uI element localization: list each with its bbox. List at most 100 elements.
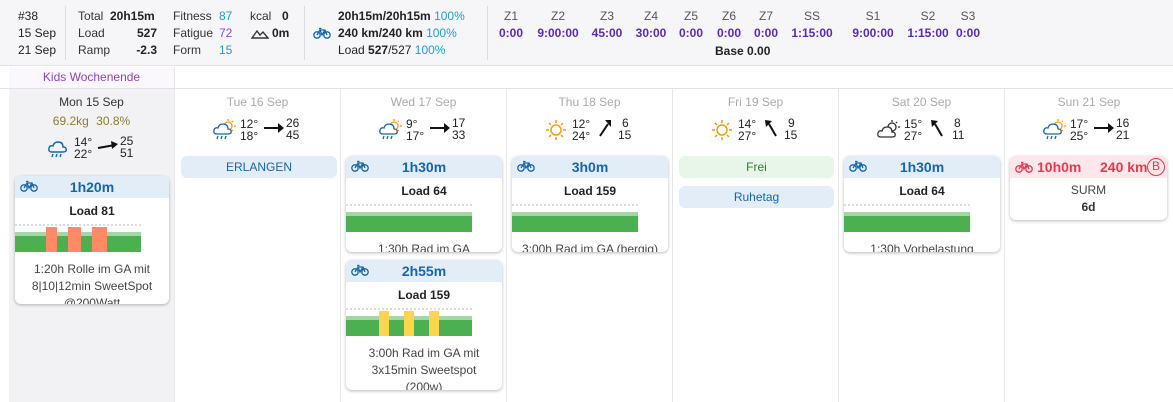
zone-name: Z1 [503,9,518,23]
workout-card[interactable]: 1h30m Load 64 1:30h Rad im GA [346,156,502,252]
wind-arrow-icon [599,120,611,137]
day-name: Sat 20 Sep [891,95,952,109]
workout-load: Load 159 [563,184,617,198]
wind-arrow-icon [264,123,284,133]
day-name: Fri 19 Sep [727,95,784,109]
workout-load: Load 64 [899,184,945,198]
form-value: 15 [219,43,233,57]
temp-low: 15° [904,117,923,131]
temp-high: 27° [738,129,757,143]
workout-description: 1:30h Vorbelastung [870,242,974,252]
fitness-value: 87 [219,9,233,23]
race-duration: 10h0m [1037,159,1082,175]
temp-low: 12° [240,117,259,131]
compliance-load-label: Load [338,43,365,57]
compliance-time: 20h15m/20h15m [338,9,431,23]
race-distance: 240 km [1100,159,1148,175]
zone-name: SS [803,9,820,23]
fat-value: 30.8% [96,114,131,128]
week-end: 21 Sep [18,43,57,57]
compliance-distance: 240 km/240 km [338,26,423,40]
wind-arrow-icon [430,123,450,133]
zone-value: 9:00:00 [852,26,894,40]
fitness-label: Fitness [173,9,212,23]
zone-value: 0:00 [753,26,779,40]
week-summary-header: #38 15 Sep 21 Sep Total 20h15m Load 527 … [0,0,1173,66]
note-frei[interactable]: Frei [679,156,834,178]
temp-high: 27° [904,129,923,143]
weather: 12° 24° 6 15 [507,116,672,150]
day-column-thu[interactable]: Thu 18 Sep 12° 24° 6 15 3h0m Load 159 3:… [507,89,673,402]
day-column-sat[interactable]: Sat 20 Sep 15° 27° 8 11 1h30m Load 64 1 [839,89,1005,402]
workout-card[interactable]: 2h55m Load 159 3:00h Rad im GA mit 3x15m… [346,260,502,390]
sun-icon [712,120,732,140]
wind-gust: 33 [452,128,466,142]
zone-name: Z3 [599,9,614,23]
race-card[interactable]: 10h0m 240 km B SURM 6d [1010,156,1167,220]
zone-name: S2 [920,9,936,23]
zone-value: 1:15:00 [791,26,833,40]
elevation-value: 0m [272,26,290,40]
zone-value: 0:00 [955,26,981,40]
wind-gust: 21 [1116,128,1130,142]
temp-low: 14° [74,135,93,149]
workout-duration: 1h30m [899,159,945,175]
temp-low: 12° [572,117,591,131]
bike-icon [517,160,535,172]
wind-speed: 25 [120,134,134,148]
workout-card[interactable]: 3h0m Load 159 3:00h Rad im GA (bergig) [512,156,668,252]
total-value: 20h15m [110,9,155,23]
zone-name: Z6 [721,9,736,23]
day-name: Mon 15 Sep [59,95,124,109]
week-start: 15 Sep [18,26,57,40]
bike-icon [351,160,369,172]
wind-arrow-icon [97,141,118,149]
temp-high: 22° [74,147,93,161]
compliance-load-plan: /527 [388,43,412,57]
day-column-sun[interactable]: Sun 21 Sep 17° 25° 16 21 10h0m 240 km B … [1005,89,1173,402]
race-priority-badge: B [1147,158,1165,176]
bike-icon [313,27,331,39]
divider [487,6,488,60]
sun-rain-icon [1043,119,1066,140]
temp-low: 14° [738,117,757,131]
week-label[interactable]: Kids Wochenende [9,67,175,89]
divider [0,88,1173,89]
note-ruhetag[interactable]: Ruhetag [679,186,834,208]
note-erlangen[interactable]: ERLANGEN [181,156,337,178]
form-label: Form [173,43,201,57]
zone-value: 9:00:00 [537,26,579,40]
day-column-wed[interactable]: Wed 17 Sep 9° 17° 17 33 1h30m Load 64 [341,89,507,402]
day-name: Tue 16 Sep [226,95,289,109]
zone-name: Z4 [643,9,658,23]
compliance-time-pct: 100% [434,9,465,23]
bike-icon [20,180,38,192]
workout-description: 8|10|12min SweetSpot [31,279,153,293]
wind-speed: 6 [622,116,629,130]
zone-value: 30:00 [635,26,667,40]
sun-rain-icon [379,119,402,140]
day-column-mon[interactable]: Mon 15 Sep 69.2kg 30.8% 14° 22° 25 51 1h… [9,89,175,402]
wind-arrow-icon [1094,123,1114,133]
workout-card[interactable]: 1h20m Load 81 1:20h Rolle im GA mit 8|10… [15,176,169,304]
workout-description: 3:00h Rad im GA mit [368,346,480,360]
workout-card[interactable]: 1h30m Load 64 1:30h Vorbelastung [844,156,1000,252]
zone-value: 0:00 [498,26,524,40]
zone-name: S1 [865,9,881,23]
zone-name: Z2 [550,9,565,23]
workout-duration: 1h20m [69,179,115,195]
zone-name: S3 [960,9,976,23]
compliance-load-pct: 100% [414,43,446,57]
ramp-value: -2.3 [136,43,157,57]
wind-speed: 9 [788,116,795,130]
zone-value: 0:00 [678,26,704,40]
day-column-fri[interactable]: Fri 19 Sep 14° 27° 9 15 Frei Ruhetag [673,89,839,402]
workout-load: Load 81 [69,204,115,218]
day-column-tue[interactable]: Tue 16 Sep 12° 18° 26 45 ERLANGEN [175,89,341,402]
divider [304,6,305,60]
ramp-label: Ramp [78,43,111,57]
compliance-distance-pct: 100% [426,26,457,40]
workout-description: @200Watt [63,296,121,304]
week-number: #38 [18,9,39,23]
workout-load: Load 64 [401,184,447,198]
